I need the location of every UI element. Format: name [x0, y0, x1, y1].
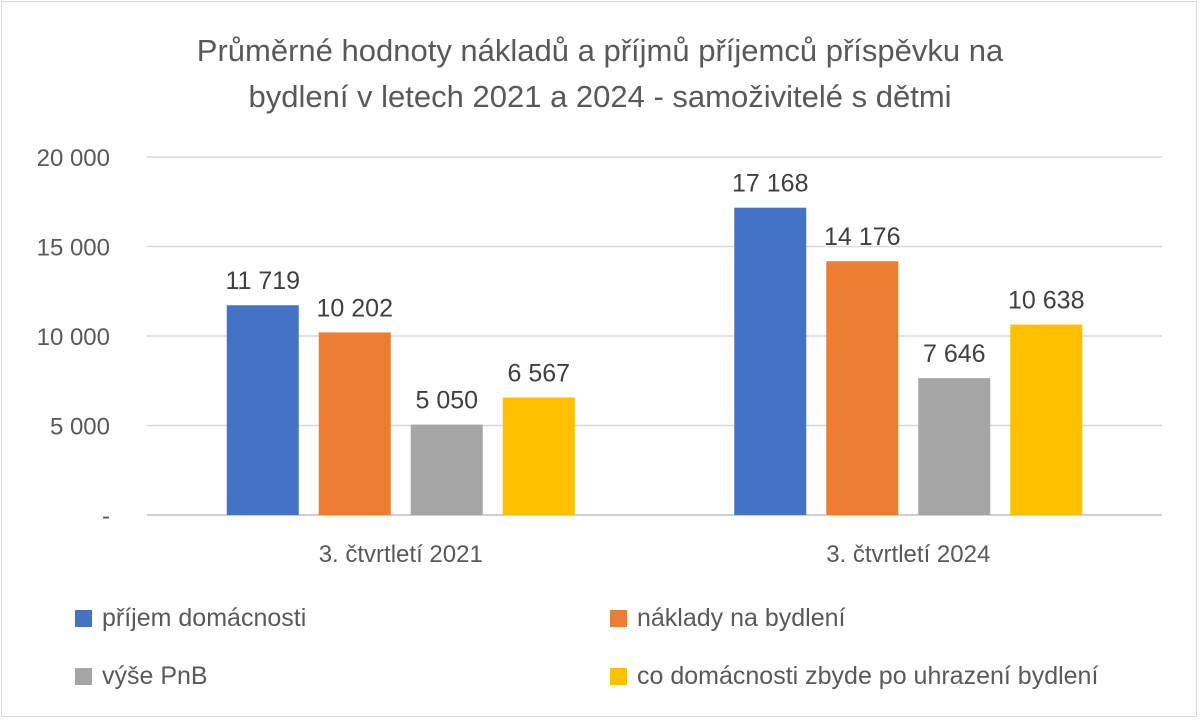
legend-swatch-housing-costs	[610, 610, 627, 627]
legend-item-pnb: výše PnB	[75, 662, 208, 691]
y-tick-label: 10 000	[37, 324, 110, 351]
y-tick-label: 20 000	[37, 145, 110, 172]
data-label: 10 638	[1008, 287, 1084, 315]
legend-label-income: příjem domácnosti	[102, 604, 307, 632]
data-label: 10 202	[317, 294, 393, 322]
data-label: 17 168	[732, 170, 808, 198]
legend-label-pnb: výše PnB	[102, 662, 208, 690]
legend-label-housing-costs: náklady na bydlení	[637, 604, 846, 632]
bar	[410, 424, 483, 515]
y-tick-label: 15 000	[37, 235, 110, 262]
legend-item-income: příjem domácnosti	[75, 604, 306, 633]
bar	[826, 261, 899, 515]
bar	[918, 378, 991, 515]
bar	[318, 332, 391, 515]
bar	[734, 207, 807, 515]
legend-swatch-income	[75, 610, 92, 627]
data-label: 7 646	[923, 340, 986, 368]
data-label: 6 567	[507, 359, 570, 387]
data-label: 5 050	[415, 387, 478, 415]
legend-item-remaining: co domácnosti zbyde po uhrazení bydlení	[610, 662, 1098, 691]
chart-title: Průměrné hodnoty nákladů a příjmů příjem…	[0, 28, 1200, 120]
legend-item-housing-costs: náklady na bydlení	[610, 604, 845, 633]
bar	[502, 397, 575, 515]
legend-swatch-pnb	[75, 668, 92, 685]
data-label: 11 719	[225, 267, 300, 295]
y-tick-label: 5 000	[50, 414, 110, 441]
bar	[226, 305, 299, 515]
legend-swatch-remaining	[610, 668, 627, 685]
bar	[1010, 324, 1083, 515]
x-category-label: 3. čtvrtletí 2024	[826, 541, 990, 568]
legend-label-remaining: co domácnosti zbyde po uhrazení bydlení	[637, 662, 1099, 690]
chart-title-line-1: Průměrné hodnoty nákladů a příjmů příjem…	[196, 33, 1004, 68]
data-label: 14 176	[824, 223, 900, 251]
chart-title-line-2: bydlení v letech 2021 a 2024 - samoživit…	[248, 79, 952, 114]
y-tick-label: -	[102, 503, 110, 530]
x-category-label: 3. čtvrtletí 2021	[319, 541, 483, 568]
